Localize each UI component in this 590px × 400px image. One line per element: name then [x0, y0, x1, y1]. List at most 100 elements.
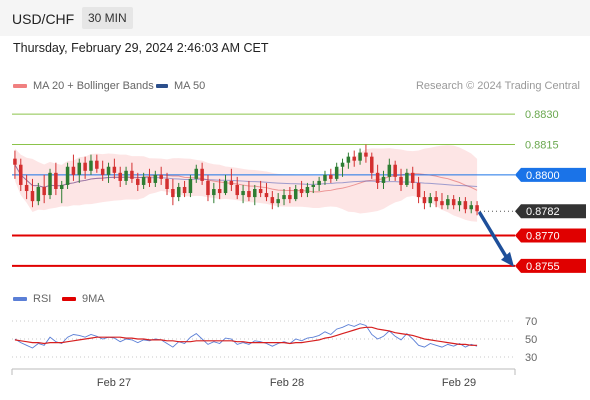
level-label: 0.8815	[525, 140, 559, 152]
candle-body	[83, 162, 87, 171]
candle-body	[30, 191, 35, 202]
candle-body	[258, 189, 263, 194]
candle-body	[405, 172, 409, 185]
x-tick-label: Feb 28	[270, 377, 304, 389]
candle-body	[19, 164, 23, 185]
candle-body	[253, 189, 257, 198]
candle-body	[206, 180, 210, 196]
level-label: 0.8782	[526, 206, 560, 218]
research-credit: Research © 2024 Trading Central	[415, 80, 580, 92]
candle-body	[288, 195, 292, 200]
candle-body	[71, 166, 76, 175]
candle-body	[188, 178, 193, 194]
candle-body	[305, 186, 310, 194]
candle-body	[264, 193, 269, 198]
candle-body	[241, 191, 245, 196]
candle-body	[182, 186, 187, 194]
candle-body	[416, 182, 421, 198]
candle-body	[153, 174, 158, 183]
candle-body	[194, 168, 199, 179]
candle-body	[59, 184, 64, 189]
candle-body	[159, 174, 163, 179]
forecast-arrow	[478, 211, 510, 262]
candle-body	[457, 201, 462, 206]
candle-body	[95, 160, 99, 169]
candle-body	[393, 164, 397, 177]
candle-body	[428, 197, 433, 204]
candle-body	[200, 168, 204, 181]
candle-body	[329, 174, 333, 179]
candle-body	[229, 180, 234, 185]
candle-body	[446, 199, 450, 206]
rsi-tick-label: 70	[525, 316, 537, 328]
candle-body	[124, 170, 128, 181]
level-badge	[515, 204, 586, 219]
level-label: 0.8830	[525, 109, 559, 121]
candle-body	[358, 152, 362, 161]
candle-body	[77, 162, 82, 175]
candle-body	[54, 172, 58, 189]
timeframe-badge[interactable]: 30 MIN	[82, 7, 133, 29]
ma50-label: MA 50	[174, 80, 206, 92]
candle-body	[89, 160, 93, 171]
rsi-ma9-line	[14, 326, 478, 346]
level-badge	[515, 167, 586, 182]
candle-body	[136, 178, 140, 185]
datetime-label: Thursday, February 29, 2024 2:46:03 AM C…	[13, 41, 269, 55]
ma50-swatch	[156, 84, 168, 88]
candle-body	[352, 156, 356, 161]
bollinger-band	[14, 145, 478, 222]
candle-body	[247, 191, 251, 198]
rsi-tick-label: 30	[525, 352, 537, 364]
candle-body	[299, 189, 304, 194]
candle-body	[422, 197, 427, 204]
rsi-tick-label: 50	[525, 334, 537, 346]
candle-body	[24, 184, 29, 192]
legend-ma50: MA 50	[156, 80, 205, 92]
candle-body	[381, 176, 386, 183]
legend-rsi: RSI	[13, 293, 51, 305]
level-label: 0.8770	[526, 231, 560, 243]
candle-body	[106, 166, 111, 175]
candle-body	[112, 166, 117, 173]
legend-ma20: MA 20 + Bollinger Bands	[13, 80, 154, 92]
ma20-label: MA 20 + Bollinger Bands	[33, 80, 154, 92]
level-label: 0.8755	[526, 261, 560, 273]
candle-body	[334, 166, 339, 179]
candle-body	[346, 156, 351, 163]
candle-body	[100, 168, 105, 175]
candle-body	[469, 205, 473, 210]
candle-body	[65, 166, 70, 185]
candle-body	[176, 186, 181, 198]
legend-9ma: 9MA	[62, 293, 105, 305]
candle-body	[364, 152, 368, 157]
candle-body	[323, 174, 327, 181]
candle-body	[293, 189, 298, 200]
candle-body	[141, 176, 146, 185]
candle-body	[282, 195, 286, 200]
candle-body	[410, 172, 415, 183]
candle-body	[42, 186, 46, 196]
ma9-swatch	[62, 297, 76, 301]
candle-body	[475, 205, 479, 212]
level-label: 0.8800	[526, 170, 560, 182]
level-badge	[515, 228, 586, 243]
candle-body	[276, 199, 280, 204]
pair-title: USD/CHF	[12, 11, 75, 27]
candle-body	[463, 201, 468, 210]
candle-body	[370, 156, 374, 173]
candle-body	[13, 158, 17, 165]
rsi-line	[14, 323, 478, 349]
candle-body	[130, 170, 134, 179]
candle-body	[270, 197, 275, 204]
header-bar: USD/CHF 30 MIN	[0, 0, 590, 36]
ma20-swatch	[13, 84, 27, 88]
candle-body	[171, 189, 175, 198]
x-tick-label: Feb 29	[442, 377, 476, 389]
ma9-label: 9MA	[82, 293, 105, 305]
candle-body	[434, 197, 438, 202]
candle-body	[451, 199, 456, 206]
rsi-label: RSI	[33, 293, 52, 305]
candle-body	[217, 189, 222, 194]
